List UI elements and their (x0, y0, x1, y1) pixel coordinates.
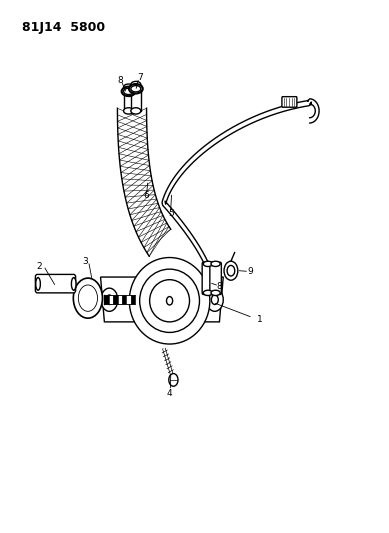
Circle shape (211, 295, 218, 304)
Ellipse shape (131, 86, 141, 92)
Text: 2: 2 (37, 262, 42, 271)
Text: 81J14  5800: 81J14 5800 (22, 21, 105, 34)
FancyBboxPatch shape (104, 295, 109, 304)
Text: 4: 4 (167, 389, 172, 398)
Circle shape (207, 288, 223, 311)
Text: 9: 9 (248, 267, 253, 276)
FancyBboxPatch shape (131, 85, 141, 111)
Polygon shape (153, 265, 172, 290)
FancyBboxPatch shape (113, 295, 117, 304)
Ellipse shape (122, 87, 135, 96)
Text: 8: 8 (117, 76, 123, 85)
Ellipse shape (140, 269, 200, 333)
Text: 5: 5 (168, 209, 173, 218)
Ellipse shape (124, 108, 133, 114)
FancyBboxPatch shape (117, 295, 122, 304)
Ellipse shape (124, 84, 133, 90)
FancyBboxPatch shape (210, 262, 221, 294)
Circle shape (224, 261, 238, 280)
FancyBboxPatch shape (35, 274, 75, 293)
FancyBboxPatch shape (202, 262, 214, 294)
Ellipse shape (72, 278, 76, 290)
Circle shape (78, 285, 98, 311)
Text: 8: 8 (216, 281, 222, 290)
Ellipse shape (129, 84, 143, 93)
FancyBboxPatch shape (122, 295, 126, 304)
Ellipse shape (203, 261, 212, 266)
Ellipse shape (150, 280, 189, 322)
Polygon shape (162, 99, 319, 273)
Text: 6: 6 (144, 191, 149, 200)
Circle shape (169, 374, 178, 386)
FancyBboxPatch shape (131, 295, 135, 304)
Ellipse shape (129, 257, 210, 344)
Ellipse shape (36, 278, 40, 290)
Circle shape (101, 288, 118, 311)
FancyBboxPatch shape (124, 87, 133, 111)
FancyBboxPatch shape (109, 295, 113, 304)
Circle shape (166, 296, 173, 305)
Ellipse shape (203, 290, 212, 295)
Ellipse shape (131, 82, 141, 88)
Circle shape (227, 265, 235, 276)
Ellipse shape (211, 290, 220, 295)
Text: 3: 3 (82, 257, 88, 266)
Ellipse shape (211, 261, 220, 266)
Text: 7: 7 (137, 73, 143, 82)
Ellipse shape (131, 108, 141, 114)
FancyBboxPatch shape (282, 96, 297, 107)
Circle shape (106, 295, 113, 304)
FancyBboxPatch shape (126, 295, 131, 304)
Polygon shape (100, 277, 223, 322)
Text: 1: 1 (257, 315, 263, 324)
Circle shape (74, 278, 102, 318)
Polygon shape (117, 108, 171, 256)
Ellipse shape (124, 88, 133, 94)
